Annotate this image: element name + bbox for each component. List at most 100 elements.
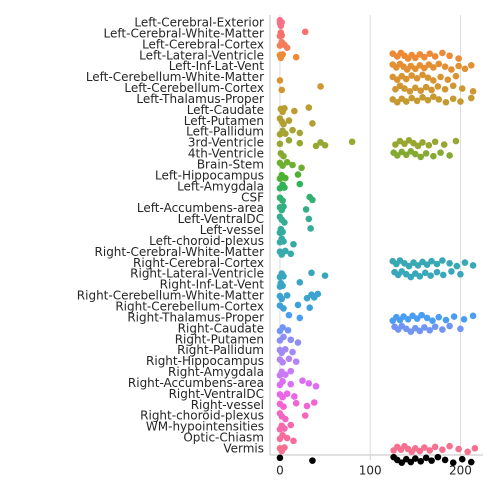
strip-point [402, 75, 410, 83]
strip-point [287, 421, 295, 429]
strip-point [417, 458, 425, 465]
strip-point [282, 247, 289, 255]
strip-point [449, 95, 457, 103]
strip-point [426, 447, 434, 454]
strip-point [301, 412, 309, 419]
strip-point [431, 323, 439, 331]
y-tick-label: CSF [241, 190, 264, 204]
strip-point [401, 140, 408, 148]
y-tick-label: Left-VentralDC [178, 212, 264, 226]
strip-point [439, 271, 447, 279]
strip-point [285, 311, 293, 319]
strip-point [298, 164, 305, 172]
strip-point [428, 257, 435, 265]
strip-point [402, 151, 410, 159]
strip-point [302, 206, 310, 213]
strip-point [287, 380, 295, 388]
y-tick-label: Right-Inf-Lat-Vent [160, 278, 265, 292]
strip-point [281, 219, 288, 226]
x-tick-label: 100 [359, 464, 382, 478]
strip-point [467, 61, 475, 69]
strip-point [467, 458, 475, 466]
strip-point [457, 270, 464, 278]
strip-point [439, 446, 446, 454]
strip-point [412, 65, 419, 73]
strip-point [290, 240, 297, 248]
strip-point [348, 138, 356, 146]
strip-point [412, 54, 419, 62]
y-tick-label: Right-Putamen [175, 332, 264, 346]
strip-point [429, 317, 436, 325]
strip-point [285, 137, 293, 144]
strip-point [281, 104, 288, 112]
strip-point [279, 51, 286, 58]
y-tick-label: Right-VentralDC [169, 387, 264, 401]
strip-point [309, 457, 316, 464]
y-tick-label: Left-Putamen [184, 114, 264, 128]
strip-point [439, 326, 446, 333]
strip-point [450, 313, 458, 320]
y-tick-label: Right-Cerebral-Cortex [133, 256, 264, 270]
strip-point [426, 50, 434, 57]
strip-point [469, 312, 477, 320]
y-tick-label: Left-Amygdala [177, 179, 264, 193]
strip-point [277, 21, 285, 29]
y-tick-label: Right-Cerebellum-White-Matter [77, 289, 264, 303]
strip-point [393, 76, 401, 84]
strip-point [303, 402, 311, 410]
y-tick-label: Left-Cerebellum-White-Matter [86, 70, 264, 84]
y-tick-label: Optic-Chiasm [183, 431, 264, 445]
strip-point [421, 53, 428, 61]
strip-point [279, 393, 286, 401]
strip-point [321, 272, 329, 279]
strip-point [417, 87, 425, 94]
strip-point [449, 459, 457, 467]
strip-point [408, 72, 415, 79]
y-tick-label: Right-Lateral-Ventricle [130, 267, 264, 281]
strip-point [404, 316, 412, 323]
strip-point [317, 83, 324, 90]
strip-point [446, 52, 453, 60]
strip-point [321, 141, 329, 149]
strip-point [305, 104, 313, 111]
y-tick-label: Right-Accumbens-area [128, 376, 264, 390]
strip-point [413, 75, 421, 82]
strip-point [430, 64, 437, 71]
strip-point [419, 71, 426, 79]
strip-point [280, 403, 287, 411]
strip-point [296, 129, 304, 137]
strip-point [281, 184, 288, 191]
strip-point [290, 437, 297, 445]
strip-point [289, 126, 296, 134]
strip-point [422, 83, 430, 91]
strip-point [416, 273, 424, 280]
strip-point [294, 339, 302, 346]
strip-point [441, 456, 449, 464]
strip-point [435, 313, 443, 321]
strip-point [457, 98, 464, 105]
strip-point [280, 273, 287, 280]
strip-point [294, 301, 302, 309]
strip-point [458, 455, 466, 463]
strip-point [303, 294, 311, 302]
y-tick-label: Left-Cerebral-Cortex [142, 37, 264, 51]
strip-point [452, 137, 460, 145]
strip-point [416, 447, 424, 455]
strip-point [405, 262, 413, 270]
y-tick-label: Left-Pallidum [186, 125, 264, 139]
strip-point [279, 324, 286, 331]
strip-point [434, 453, 442, 461]
strip-point [398, 459, 406, 467]
strip-point [292, 399, 300, 407]
strip-point [437, 73, 444, 81]
strip-point [423, 314, 431, 322]
strip-point [421, 324, 428, 331]
strip-point [452, 72, 460, 80]
x-tick-label: 0 [276, 464, 284, 478]
strip-point [392, 85, 399, 93]
strip-point [308, 269, 315, 277]
strip-point [407, 458, 415, 466]
y-tick-label: 4th-Ventricle [188, 147, 264, 161]
y-tick-label: Right-Cerebral-White-Matter [95, 245, 265, 259]
strip-point [469, 88, 477, 95]
